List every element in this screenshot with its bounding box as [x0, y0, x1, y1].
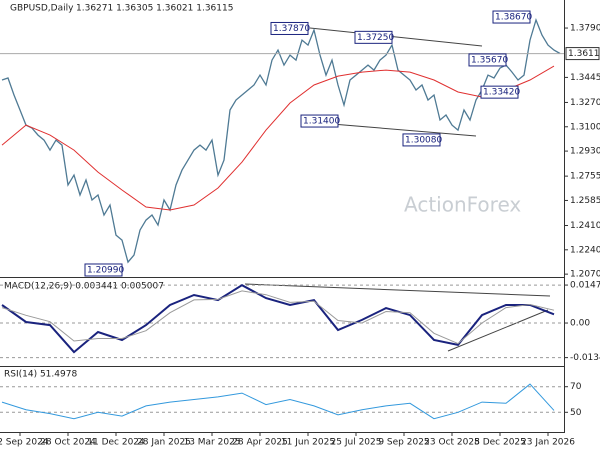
y-tick-label: 1.27550: [570, 172, 600, 182]
x-tick-label: 23 Oct 2025: [424, 438, 480, 448]
trend-line: [244, 283, 551, 297]
x-tick-label: 9 Sep 2025: [378, 438, 429, 448]
annotation-box: [402, 133, 441, 147]
annotation-label: 1.31400: [303, 117, 340, 127]
indicator-line: [1, 290, 555, 345]
annotation-box: [300, 114, 339, 128]
y-tick-label: 1.25850: [570, 196, 600, 206]
x-tick-label: 28 Oct 2024: [40, 438, 96, 448]
macd-title: MACD(12,26,9) 0.003441 0.005007: [4, 282, 164, 292]
x-tick-label: 28 Apr 2025: [232, 438, 288, 448]
chart-title: GBPUSD,Daily: [10, 4, 74, 14]
annotation-label: 1.20990: [87, 265, 124, 275]
y-tick-label: 50: [570, 408, 582, 418]
annotation-label: 1.38670: [495, 13, 532, 23]
indicator-line: [1, 383, 555, 420]
annotation-label: 1.37870: [273, 24, 310, 34]
trend-line: [447, 309, 549, 352]
y-tick-label: 1.24100: [570, 221, 600, 231]
annotation-label: 1.33420: [483, 88, 520, 98]
annotation-label: 1.30080: [405, 135, 442, 145]
x-tick-label: 23 Jan 2026: [521, 438, 575, 448]
x-tick-label: 8 Dec 2025: [474, 438, 526, 448]
y-tick-label: 1.34450: [570, 73, 600, 83]
y-tick-label: 0.014754: [570, 281, 600, 291]
x-tick-label: 11 Jun 2025: [281, 438, 335, 448]
trend-line: [309, 27, 483, 47]
last-price-box: [565, 47, 600, 61]
x-tick-label: 13 Mar 2025: [183, 438, 240, 448]
y-tick-label: 1.32700: [570, 98, 600, 108]
annotation-label: 1.37250: [357, 33, 394, 43]
annotation-box: [492, 10, 531, 24]
indicator-line: [1, 65, 555, 211]
x-tick-label: 28 Jan 2025: [137, 438, 191, 448]
x-tick-label: 11 Dec 2024: [87, 438, 145, 448]
rsi-title: RSI(14) 51.4978: [4, 370, 77, 380]
watermark: ActionForex: [404, 193, 521, 217]
y-tick-label: 1.20700: [570, 270, 600, 280]
y-tick-label: 1.37900: [570, 24, 600, 34]
y-tick-label: 1.29300: [570, 147, 600, 157]
y-tick-label: 1.31000: [570, 122, 600, 132]
y-tick-label: 0.00: [570, 319, 590, 329]
annotation-box: [480, 85, 519, 99]
y-tick-label: 1.22400: [570, 245, 600, 255]
x-tick-label: 25 Jul 2025: [331, 438, 382, 448]
annotation-box: [468, 53, 507, 67]
y-tick-label: 70: [570, 382, 582, 392]
x-tick-label: 12 Sep 2024: [0, 438, 49, 448]
annotation-box: [354, 30, 393, 44]
last-price-label: 1.36115: [568, 49, 600, 59]
y-tick-label: -0.013442: [570, 353, 600, 363]
annotation-label: 1.35670: [471, 55, 508, 65]
annotation-box: [84, 263, 123, 277]
price-line: [1, 18, 561, 264]
annotation-box: [270, 21, 309, 35]
ohlc-values: 1.36271 1.36305 1.36021 1.36115: [76, 4, 233, 14]
